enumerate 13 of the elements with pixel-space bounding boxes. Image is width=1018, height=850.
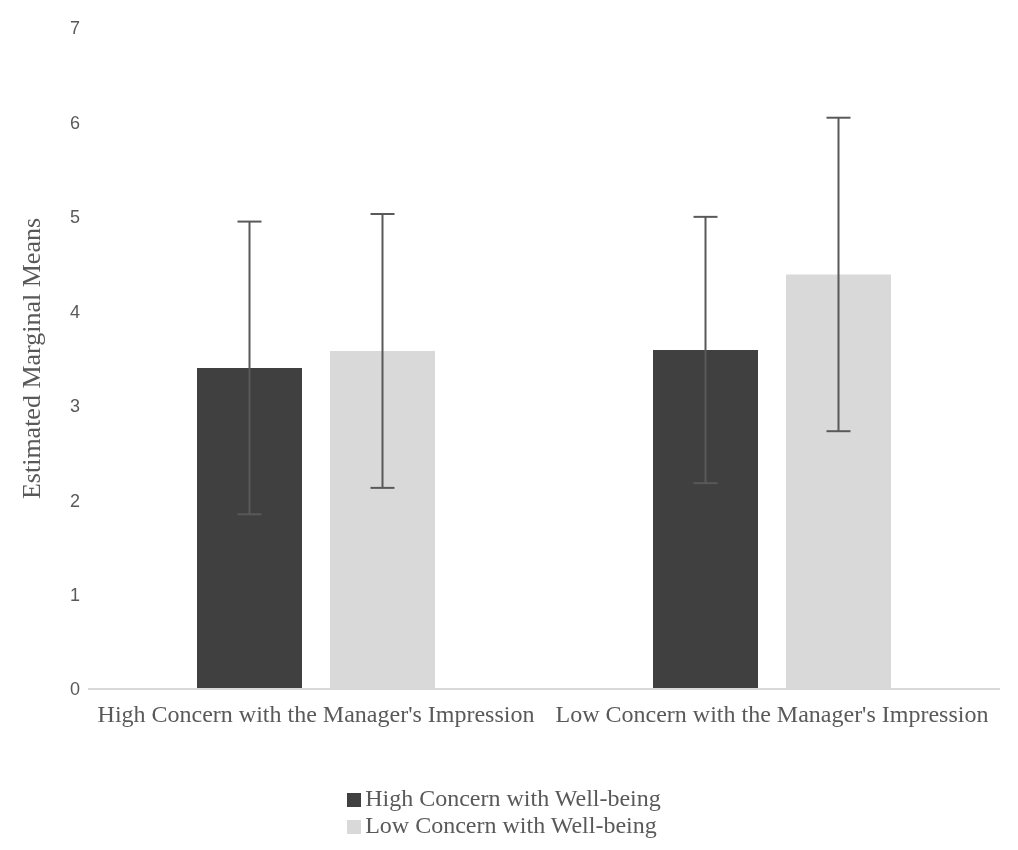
y-tick-label: 6	[69, 112, 80, 133]
y-tick-label: 4	[69, 301, 80, 322]
y-axis-title: Estimated Marginal Means	[17, 217, 47, 500]
x-tick-label: High Concern with the Manager's Impression	[97, 701, 535, 728]
y-tick-label: 7	[69, 18, 80, 39]
y-tick-label: 1	[69, 584, 80, 605]
legend-label: High Concern with Well-being	[365, 785, 661, 811]
y-tick-label: 2	[69, 490, 80, 511]
y-tick-label: 3	[69, 396, 80, 417]
legend-label: Low Concern with Well-being	[365, 812, 657, 838]
y-tick-label: 0	[69, 679, 80, 700]
y-tick-label: 5	[69, 207, 80, 228]
x-tick-label: Low Concern with the Manager's Impression	[555, 701, 989, 728]
